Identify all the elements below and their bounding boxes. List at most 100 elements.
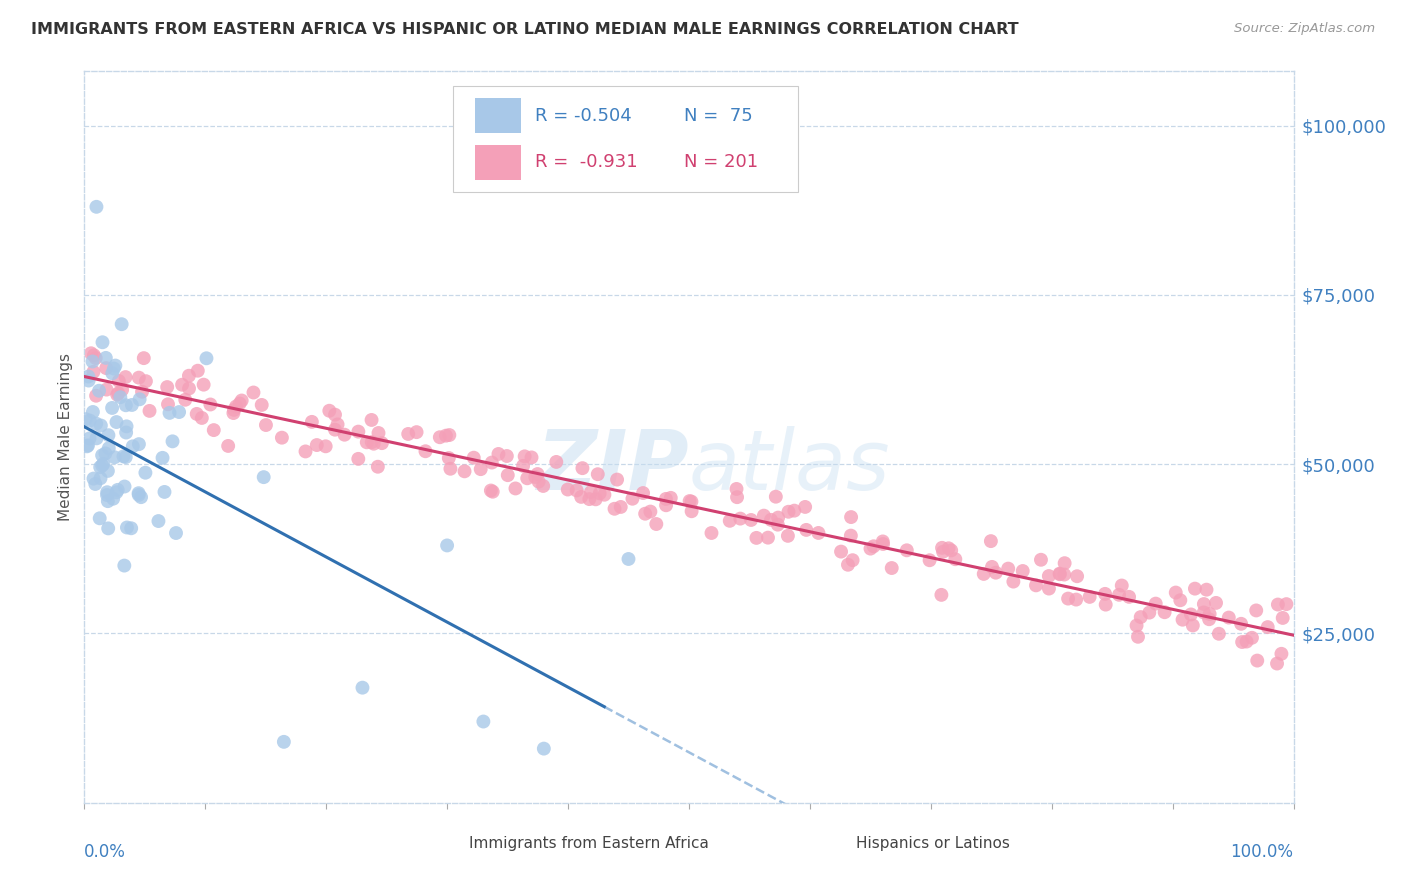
- FancyBboxPatch shape: [453, 86, 797, 192]
- Point: [1236, 634, 1258, 648]
- Point: [766, 517, 789, 532]
- Point: [1053, 556, 1076, 570]
- Point: [1218, 610, 1240, 624]
- Point: [640, 505, 662, 519]
- Point: [807, 525, 830, 540]
- Point: [301, 415, 323, 429]
- Point: [94, 351, 117, 365]
- Point: [153, 484, 176, 499]
- Point: [593, 488, 616, 502]
- Point: [453, 464, 475, 478]
- Point: [1208, 626, 1230, 640]
- Point: [571, 461, 593, 475]
- Point: [681, 504, 703, 518]
- Point: [794, 500, 817, 514]
- Point: [1230, 635, 1253, 649]
- Point: [1180, 607, 1202, 622]
- Point: [186, 407, 208, 421]
- Point: [436, 538, 458, 552]
- Point: [565, 483, 588, 498]
- Point: [546, 455, 568, 469]
- Point: [439, 428, 461, 442]
- FancyBboxPatch shape: [810, 835, 844, 851]
- Point: [839, 528, 862, 542]
- Point: [101, 401, 124, 415]
- Point: [1184, 582, 1206, 596]
- Point: [115, 425, 138, 440]
- Point: [981, 560, 1004, 574]
- Point: [156, 380, 179, 394]
- Point: [323, 408, 346, 422]
- Point: [89, 471, 111, 485]
- Point: [167, 405, 190, 419]
- Point: [135, 374, 157, 388]
- Point: [1108, 588, 1130, 602]
- Point: [1195, 582, 1218, 597]
- Point: [97, 441, 120, 455]
- Point: [148, 514, 170, 528]
- Point: [896, 543, 918, 558]
- Point: [1171, 613, 1194, 627]
- Point: [76, 439, 98, 453]
- Point: [105, 485, 128, 500]
- Point: [97, 428, 120, 442]
- Point: [470, 462, 492, 476]
- Point: [516, 471, 538, 485]
- Point: [586, 467, 609, 482]
- Point: [86, 431, 108, 445]
- Point: [1230, 616, 1253, 631]
- Point: [253, 470, 276, 484]
- Point: [115, 419, 138, 434]
- Point: [129, 490, 152, 504]
- Point: [97, 521, 120, 535]
- Point: [254, 417, 277, 432]
- Point: [105, 387, 128, 401]
- Point: [655, 491, 678, 506]
- Point: [1011, 564, 1033, 578]
- Point: [202, 423, 225, 437]
- Point: [1049, 567, 1071, 582]
- Point: [177, 368, 200, 383]
- Point: [488, 447, 510, 461]
- Point: [217, 439, 239, 453]
- Point: [496, 468, 519, 483]
- Point: [97, 494, 120, 508]
- Point: [872, 534, 894, 549]
- Point: [347, 425, 370, 439]
- Point: [655, 498, 678, 512]
- Point: [128, 437, 150, 451]
- Point: [159, 406, 181, 420]
- Point: [932, 545, 955, 559]
- Point: [481, 484, 503, 499]
- Point: [1066, 569, 1088, 583]
- Point: [659, 491, 682, 505]
- Point: [84, 351, 107, 365]
- Point: [111, 317, 134, 331]
- Point: [730, 511, 752, 525]
- Point: [776, 529, 799, 543]
- Point: [101, 366, 124, 380]
- Point: [1025, 578, 1047, 592]
- Point: [82, 405, 104, 419]
- Point: [631, 486, 654, 500]
- Point: [110, 390, 132, 404]
- Point: [1168, 593, 1191, 607]
- Point: [617, 552, 640, 566]
- Point: [115, 520, 138, 534]
- Point: [84, 477, 107, 491]
- Point: [294, 444, 316, 458]
- Point: [725, 490, 748, 504]
- Point: [1094, 587, 1116, 601]
- Point: [756, 531, 779, 545]
- Point: [765, 490, 787, 504]
- Point: [107, 483, 129, 497]
- Point: [1192, 606, 1215, 620]
- Point: [759, 513, 782, 527]
- Point: [352, 681, 374, 695]
- Point: [222, 406, 245, 420]
- Point: [83, 348, 105, 362]
- Text: IMMIGRANTS FROM EASTERN AFRICA VS HISPANIC OR LATINO MEDIAN MALE EARNINGS CORREL: IMMIGRANTS FROM EASTERN AFRICA VS HISPAN…: [31, 22, 1018, 37]
- Point: [745, 531, 768, 545]
- Point: [437, 450, 460, 465]
- Point: [90, 418, 112, 433]
